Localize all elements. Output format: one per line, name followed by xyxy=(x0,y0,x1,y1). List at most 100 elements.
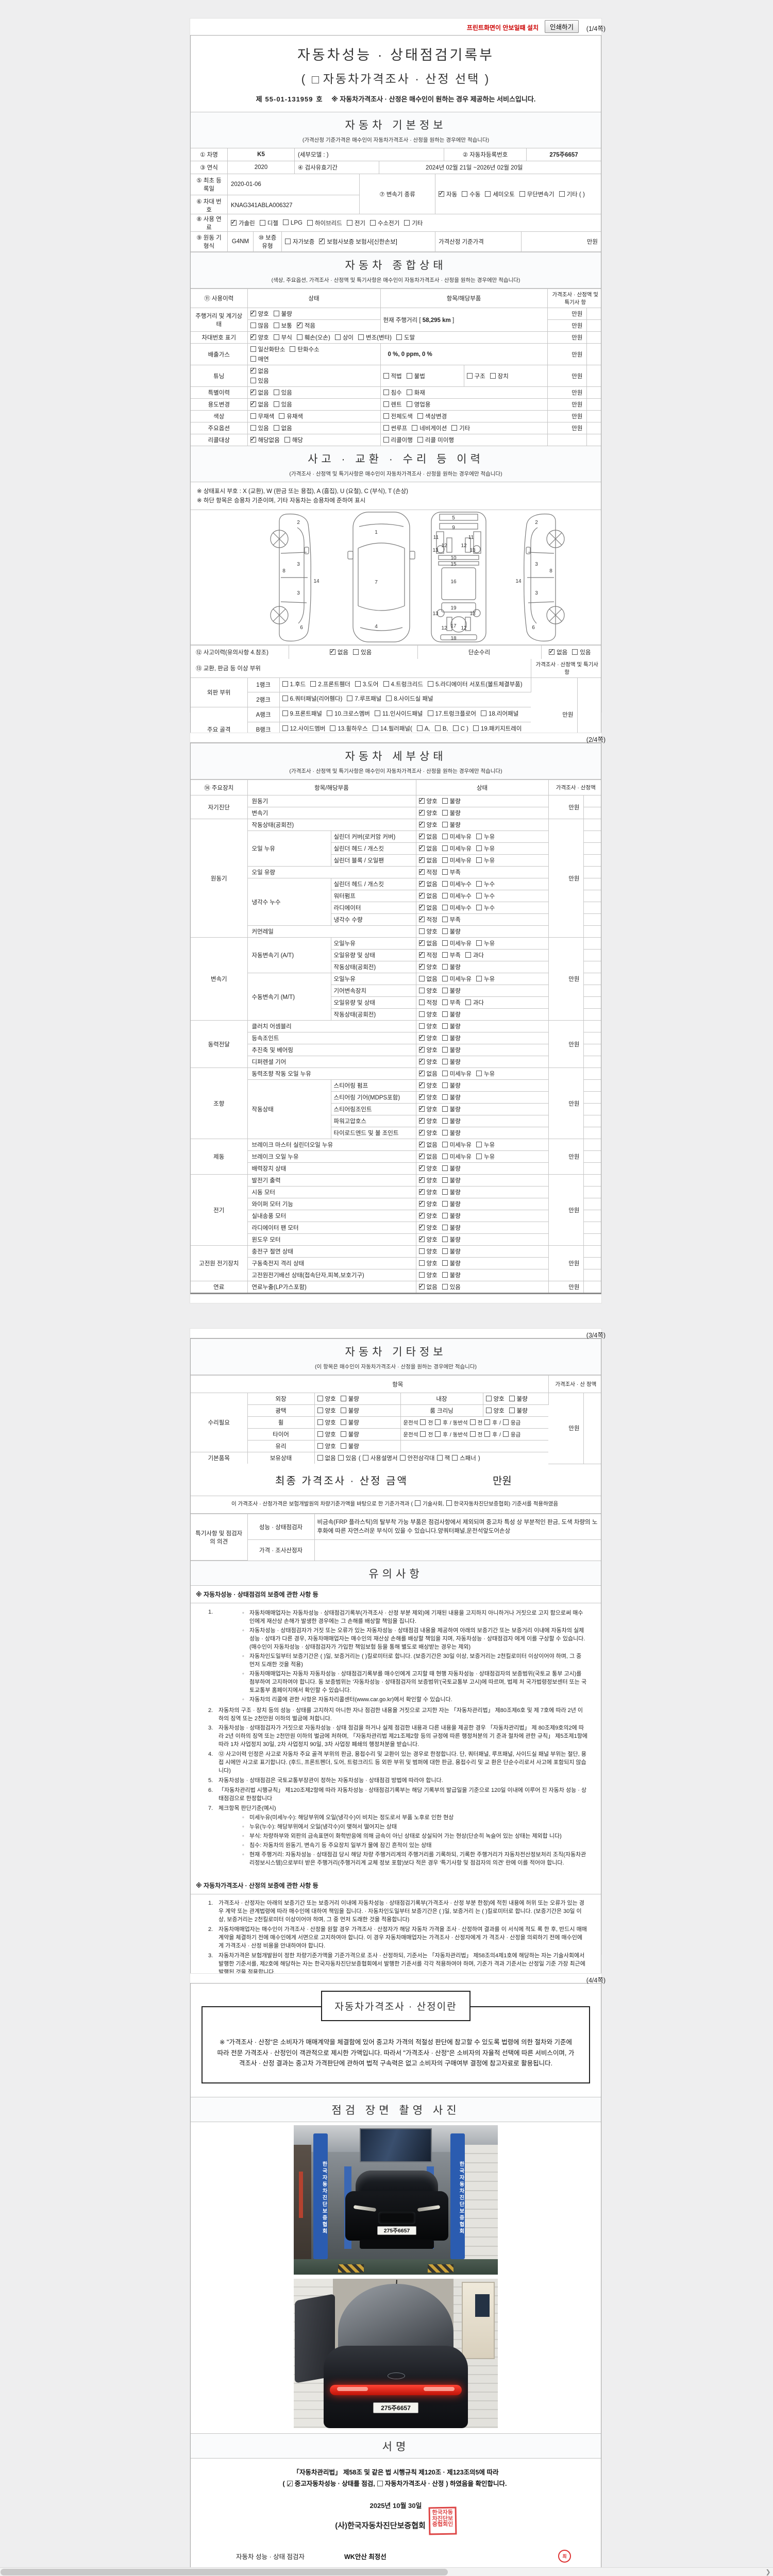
option: 없음 xyxy=(250,400,269,409)
checkbox-icon xyxy=(370,219,376,226)
option: 부족 xyxy=(442,998,461,1007)
option: 불량 xyxy=(509,1395,528,1403)
checkbox-icon xyxy=(476,1071,482,1076)
print-button[interactable]: 인쇄하기 xyxy=(544,20,579,33)
option: 양호 xyxy=(418,1164,438,1173)
section-notice: 유의사항 xyxy=(191,1561,601,1586)
accident-history-row: ⑫ 사고이력(유의사항 4.참조)없음있음단순수리없음있음 xyxy=(191,645,601,659)
checkbox-checked-icon xyxy=(231,218,237,226)
checkbox-icon xyxy=(442,845,448,851)
option: 도말 xyxy=(396,333,415,342)
checkbox-icon xyxy=(355,681,361,687)
option: 디젤 xyxy=(259,219,278,227)
option: 적음 xyxy=(296,321,315,330)
svg-text:13: 13 xyxy=(469,548,476,553)
checkbox-icon xyxy=(442,834,448,839)
checkbox-icon xyxy=(442,1177,448,1183)
checkbox-checked-icon xyxy=(418,1140,425,1147)
checkbox-checked-icon xyxy=(250,309,256,316)
option: 불량 xyxy=(442,1117,461,1125)
final-price-unit: 만원 xyxy=(493,1475,512,1487)
scrollbar-thumb[interactable] xyxy=(1,2569,448,2575)
checkbox-checked-icon xyxy=(418,879,425,887)
checkbox-checked-icon xyxy=(418,1033,425,1041)
option: 불량 xyxy=(442,1105,461,1113)
option: 양호 xyxy=(317,1395,336,1403)
option: 적정 xyxy=(418,868,438,876)
option: 수소전기 xyxy=(370,219,399,227)
checkbox-icon xyxy=(442,1071,448,1076)
option: 불량 xyxy=(442,1271,461,1279)
option: C ) xyxy=(452,724,468,735)
scrollbar-right-arrow-icon[interactable]: ❯ xyxy=(765,2568,771,2575)
option: 불량 xyxy=(340,1406,359,1415)
note-item: 5. 자동차성능 · 상태점검은 국토교통부장관이 정하는 자동차성능 · 상태점… xyxy=(208,1777,443,1784)
signature-date: 2025년 10월 30일 xyxy=(369,2501,422,2510)
checkbox-icon xyxy=(476,881,482,887)
checkbox-icon xyxy=(285,239,291,244)
front-bumper-lower xyxy=(360,2239,434,2249)
checkbox-icon xyxy=(442,1284,448,1290)
option: 없음 xyxy=(418,1140,438,1149)
checkbox-checked-icon xyxy=(418,1235,425,1242)
option: 양호 xyxy=(418,1188,438,1196)
lift-pillar-right: 한국자동차진단보증협회 xyxy=(450,2133,465,2259)
option: 양호 xyxy=(418,1010,438,1019)
document-title-block: 자동차성능 · 상태점검기록부 ( 자동차가격조사 · 산정 선택 ) 제 55-… xyxy=(191,44,601,104)
option: 과다 xyxy=(465,951,484,959)
checkbox-icon xyxy=(476,834,482,839)
checkbox-checked-icon xyxy=(418,1128,425,1136)
option: 14.필러패널( xyxy=(372,724,412,735)
checkbox-icon xyxy=(273,389,279,395)
final-price-row: 최종 가격조사 · 산정 금액 만원 xyxy=(191,1464,601,1496)
option: 불량 xyxy=(442,821,461,829)
svg-text:16: 16 xyxy=(450,579,457,585)
option: 양호 xyxy=(418,987,438,995)
svg-text:11: 11 xyxy=(433,535,439,540)
option: 없음 xyxy=(418,844,438,853)
option: 불량 xyxy=(442,1188,461,1196)
page-3: (3/4쪽) 자동차 기타정보 (이 항목은 매수인이 자동차가격조사 · 산정… xyxy=(190,1328,606,1997)
svg-text:14: 14 xyxy=(313,579,320,584)
checkbox-checked-icon xyxy=(418,915,425,922)
checkbox-checked-icon xyxy=(418,868,425,875)
checkbox-icon xyxy=(399,1455,406,1461)
inspection-photo-front: 한국자동차진단보증협회 한국자동차진단보증협회 275주6657 xyxy=(294,2125,498,2275)
lift-pillar-left: 한국자동차진단보증협회 xyxy=(313,2133,328,2259)
option: 양호 xyxy=(418,820,438,829)
checkbox-icon xyxy=(509,1408,515,1413)
hose-red xyxy=(299,2171,303,2218)
option: 미세누수 xyxy=(442,904,472,912)
option: 양호 xyxy=(418,808,438,817)
option: 누유 xyxy=(476,1070,495,1078)
option: 없음 xyxy=(418,856,438,865)
detail-row: 동력전달 클러치 어셈블리 양호 불량 만원 xyxy=(191,1020,601,1068)
checkbox-icon xyxy=(442,798,448,804)
option: 보통 xyxy=(273,321,292,330)
checkbox-checked-icon xyxy=(250,400,256,407)
checkbox-icon xyxy=(436,1455,443,1461)
svg-text:3: 3 xyxy=(297,590,300,596)
checkbox-icon xyxy=(442,917,448,922)
option: 9.프론트패널 xyxy=(282,709,322,720)
tail-light-glow-left xyxy=(337,2386,368,2391)
option: 없음 xyxy=(549,648,567,656)
option: 누유 xyxy=(476,844,495,853)
option: 6.쿼터패널(리어휀다) xyxy=(282,694,342,705)
option: 있음 xyxy=(273,400,292,409)
option: 불량 xyxy=(340,1430,359,1438)
checkbox-icon xyxy=(273,425,279,431)
checkbox-icon xyxy=(250,378,256,383)
checkbox-icon xyxy=(469,1431,476,1437)
checkbox-icon xyxy=(282,681,288,687)
checkbox-icon xyxy=(442,964,448,970)
checkbox-icon xyxy=(353,649,359,655)
option: 양호 xyxy=(317,1418,336,1427)
checkbox-icon xyxy=(383,389,389,395)
horizontal-scrollbar[interactable]: ❯ xyxy=(0,2567,773,2576)
checkbox-icon xyxy=(404,219,410,226)
option: 불량 xyxy=(340,1418,359,1427)
note-item: 2. 자동차의 구조 · 장치 등의 성능 · 상태를 고지하지 아니한 자나 점… xyxy=(208,1707,583,1722)
